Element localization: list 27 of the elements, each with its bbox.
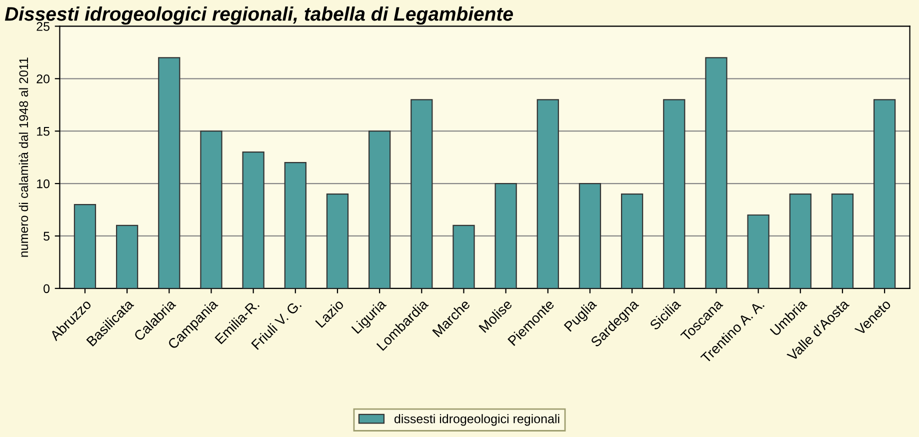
bar — [620, 193, 644, 288]
bar — [410, 99, 433, 288]
bar — [536, 99, 559, 288]
y-tick-label: 15 — [37, 127, 50, 136]
bar — [368, 130, 391, 288]
y-tick-label: 10 — [37, 179, 50, 188]
bar — [452, 224, 475, 288]
y-tick-label: 5 — [44, 232, 50, 241]
bar — [200, 130, 222, 288]
y-tick-label: 0 — [44, 284, 50, 294]
legend-label: dissesti idrogeologici regionali — [394, 414, 560, 426]
bar — [873, 99, 896, 288]
bar — [74, 204, 96, 288]
bar — [747, 214, 770, 288]
bar — [242, 152, 264, 288]
y-axis-title: numero di calamità dal 1948 al 2011 — [18, 58, 28, 257]
bar — [158, 57, 180, 288]
bar — [831, 193, 854, 288]
bar — [326, 193, 349, 288]
bar — [116, 224, 138, 288]
bar — [494, 182, 517, 288]
bar — [663, 99, 686, 288]
bar — [284, 162, 306, 288]
bar — [578, 182, 602, 288]
bar — [705, 57, 728, 288]
y-tick-label: 20 — [36, 74, 50, 84]
bar — [789, 193, 812, 288]
